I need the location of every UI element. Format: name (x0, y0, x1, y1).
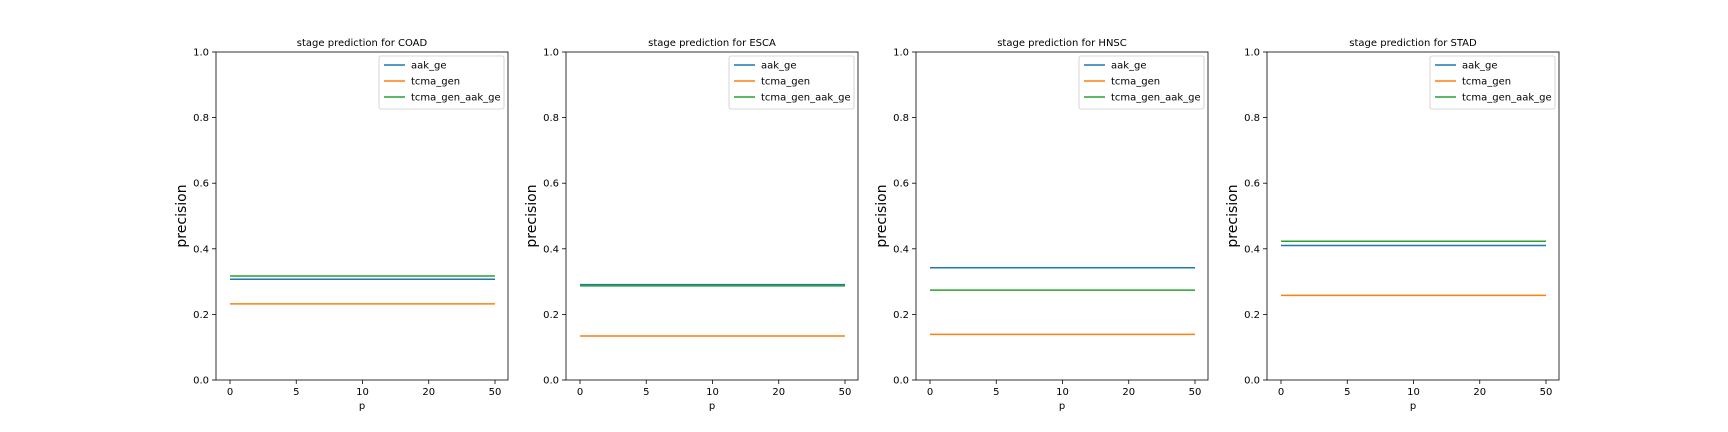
y-tick-label: 0.8 (543, 113, 559, 124)
x-tick-label: 20 (1122, 387, 1135, 398)
y-axis-label: precision (874, 184, 890, 247)
subplot-4: 0 5 10 20 50 0.0 0.2 0.4 0.6 0.8 1.0 stage predicti… (1225, 38, 1560, 412)
subplot-3: 0 5 10 20 50 0.0 0.2 0.4 0.6 0.8 1.0 stage predicti… (874, 38, 1209, 412)
axes-frame (1266, 51, 1560, 381)
axes-frame (215, 51, 509, 381)
legend-box (1429, 55, 1556, 110)
x-tick-label: 10 (356, 387, 369, 398)
legend-label: tcma_gen_aak_ge (761, 93, 851, 104)
legend-label: tcma_gen (761, 77, 810, 88)
x-axis-label: p (1410, 401, 1416, 412)
subplot-1: 0 5 10 20 50 0.0 0.2 0.4 0.6 0.8 1.0 stage predicti… (174, 38, 509, 412)
legend-label: tcma_gen (1111, 77, 1160, 88)
legend-box (378, 55, 505, 110)
chart-title: stage prediction for ESCA (648, 38, 776, 49)
y-tick-label: 0.0 (193, 376, 209, 387)
legend-label: tcma_gen_aak_ge (1111, 93, 1201, 104)
y-tick-label: 0.0 (893, 376, 909, 387)
x-tick-label: 50 (1189, 387, 1202, 398)
x-tick-label: 5 (293, 387, 299, 398)
x-tick-label: 0 (1278, 387, 1284, 398)
y-tick-label: 0.6 (543, 179, 559, 190)
x-tick-label: 20 (1473, 387, 1486, 398)
legend-label: tcma_gen (1462, 77, 1511, 88)
x-tick-label: 10 (1056, 387, 1069, 398)
legend: aak_ge tcma_gen tcma_gen_aak_ge (378, 55, 505, 110)
y-tick-label: 1.0 (893, 48, 909, 59)
y-tick-label: 0.4 (543, 244, 559, 255)
legend-label: aak_ge (411, 61, 447, 72)
y-tick-label: 0.4 (193, 244, 209, 255)
legend-label: aak_ge (761, 61, 797, 72)
legend-box (1078, 55, 1205, 110)
chart-title: stage prediction for COAD (297, 38, 428, 49)
y-tick-label: 0.6 (893, 179, 909, 190)
x-tick-label: 5 (1344, 387, 1350, 398)
legend: aak_ge tcma_gen tcma_gen_aak_ge (1429, 55, 1556, 110)
x-tick-label: 50 (839, 387, 852, 398)
y-axis-label: precision (524, 184, 540, 247)
y-tick-label: 0.4 (893, 244, 909, 255)
y-tick-label: 0.2 (1244, 310, 1260, 321)
legend-label: tcma_gen_aak_ge (411, 93, 501, 104)
chart-title: stage prediction for STAD (1349, 38, 1477, 49)
x-tick-label: 0 (577, 387, 583, 398)
legend: aak_ge tcma_gen tcma_gen_aak_ge (728, 55, 855, 110)
x-tick-label: 20 (772, 387, 785, 398)
y-tick-label: 0.8 (193, 113, 209, 124)
x-axis-label: p (709, 401, 715, 412)
y-tick-label: 0.6 (193, 179, 209, 190)
subplot-2: 0 5 10 20 50 0.0 0.2 0.4 0.6 0.8 1.0 stage predicti… (524, 38, 859, 412)
legend-box (728, 55, 855, 110)
legend-label: aak_ge (1111, 61, 1147, 72)
y-tick-label: 0.0 (543, 376, 559, 387)
legend-label: tcma_gen_aak_ge (1462, 93, 1552, 104)
legend: aak_ge tcma_gen tcma_gen_aak_ge (1078, 55, 1205, 110)
legend-label: tcma_gen (411, 77, 460, 88)
y-tick-label: 0.8 (893, 113, 909, 124)
y-tick-label: 0.8 (1244, 113, 1260, 124)
y-axis-label: precision (174, 184, 190, 247)
y-tick-label: 1.0 (193, 48, 209, 59)
y-tick-label: 0.0 (1244, 376, 1260, 387)
x-tick-label: 0 (227, 387, 233, 398)
y-tick-label: 0.2 (543, 310, 559, 321)
x-tick-label: 5 (993, 387, 999, 398)
axes-frame (565, 51, 859, 381)
y-tick-label: 0.2 (193, 310, 209, 321)
y-tick-label: 1.0 (1244, 48, 1260, 59)
x-tick-label: 10 (1407, 387, 1420, 398)
x-tick-label: 50 (1540, 387, 1553, 398)
x-axis-label: p (1059, 401, 1065, 412)
y-tick-label: 0.4 (1244, 244, 1260, 255)
chart-title: stage prediction for HNSC (997, 38, 1127, 49)
x-tick-label: 0 (927, 387, 933, 398)
x-axis-label: p (359, 401, 365, 412)
legend-label: aak_ge (1462, 61, 1498, 72)
x-tick-label: 10 (706, 387, 719, 398)
y-tick-label: 0.6 (1244, 179, 1260, 190)
x-tick-label: 20 (422, 387, 435, 398)
y-tick-label: 1.0 (543, 48, 559, 59)
x-tick-label: 50 (489, 387, 502, 398)
y-tick-label: 0.2 (893, 310, 909, 321)
y-axis-label: precision (1225, 184, 1241, 247)
axes-frame (915, 51, 1209, 381)
x-tick-label: 5 (643, 387, 649, 398)
